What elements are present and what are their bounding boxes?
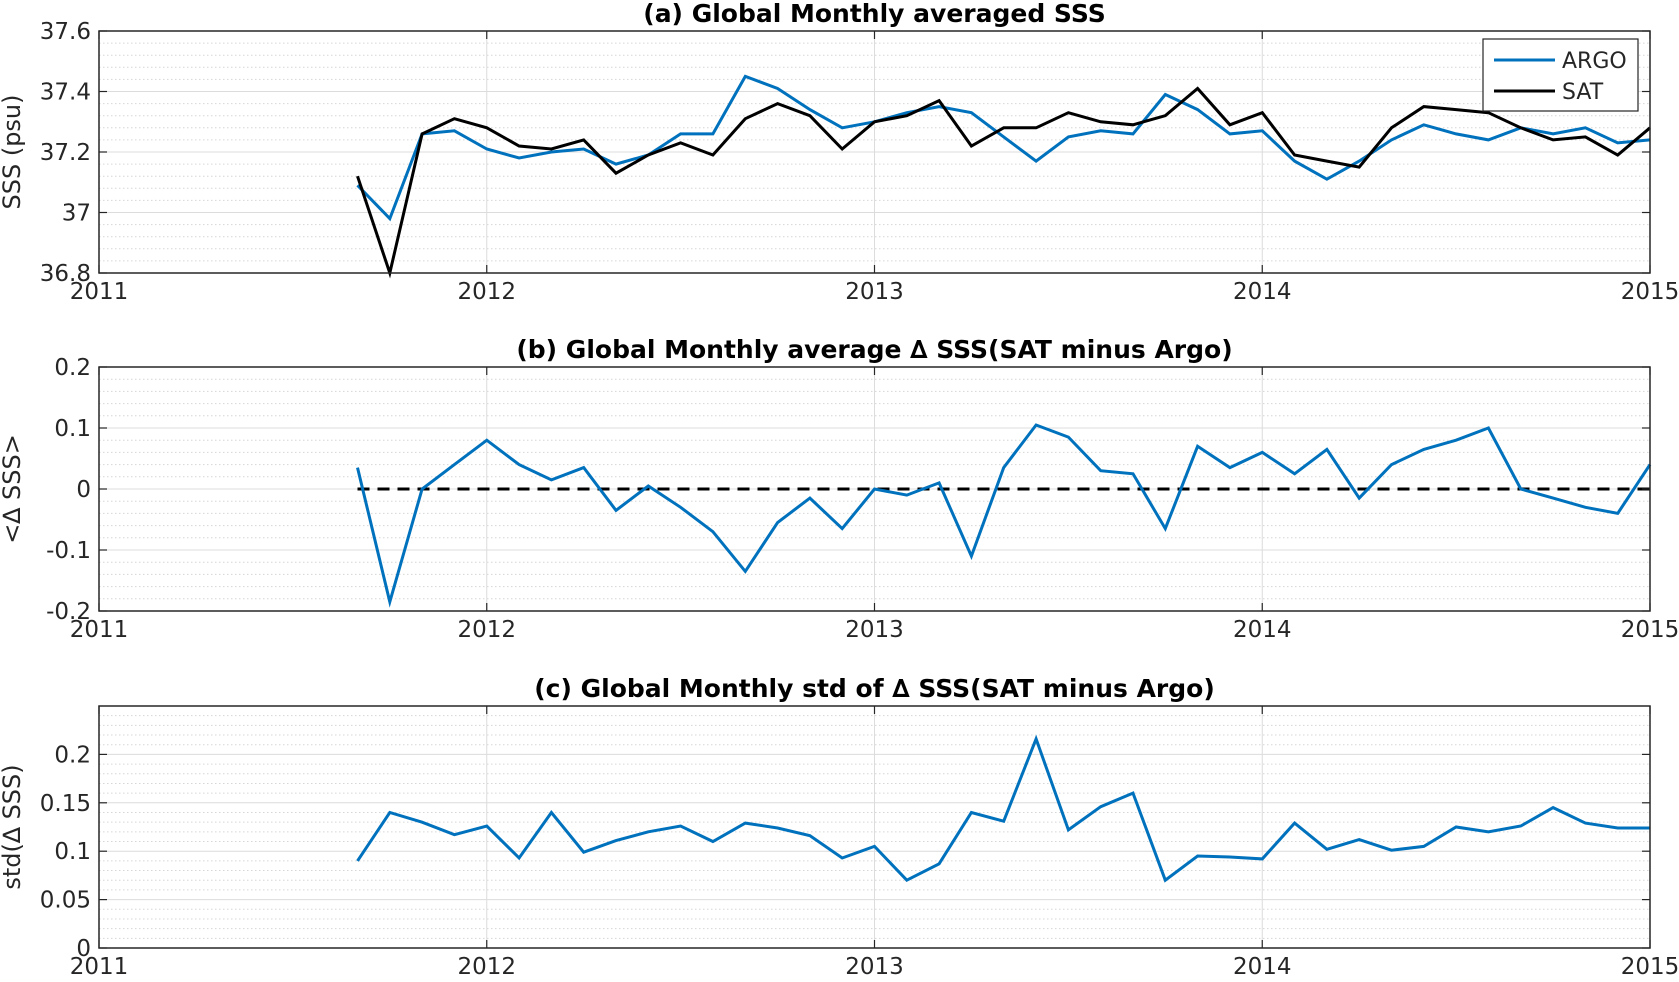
y-tick-label: 37.6 bbox=[40, 19, 91, 45]
y-tick-label: -0.1 bbox=[46, 538, 91, 564]
chart-title: (a) Global Monthly averaged SSS bbox=[643, 0, 1105, 28]
x-tick-label: 2012 bbox=[457, 954, 516, 980]
y-axis-label: std(∆ SSS) bbox=[0, 764, 26, 889]
x-tick-label: 2014 bbox=[1233, 617, 1292, 643]
x-tick-label: 2011 bbox=[70, 954, 129, 980]
chart-panel-1: 2011 2012 2013 2014 2015 -0.2 -0.1 0 0.1 0.2 (b) G… bbox=[0, 335, 1679, 643]
x-tick-label: 2015 bbox=[1621, 279, 1679, 305]
y-tick-label: 36.8 bbox=[40, 261, 91, 287]
legend-box bbox=[1482, 38, 1639, 112]
y-axis-label: <∆ SSS> bbox=[0, 434, 26, 544]
legend-label-argo: ARGO bbox=[1562, 49, 1627, 74]
y-tick-label: 37.2 bbox=[40, 140, 91, 166]
chart-title: (c) Global Monthly std of ∆ SSS(SAT minu… bbox=[534, 674, 1215, 703]
y-tick-label: 0 bbox=[76, 936, 91, 962]
x-tick-label: 2014 bbox=[1233, 279, 1292, 305]
series-line-0 bbox=[356, 734, 1650, 883]
x-tick-label: 2011 bbox=[70, 279, 129, 305]
chart-panel-2: 2011 2012 2013 2014 2015 0 0.05 0.1 0.15 0.2 (c) G… bbox=[0, 674, 1679, 980]
y-tick-label: 0.05 bbox=[40, 888, 91, 914]
x-tick-label: 2015 bbox=[1621, 954, 1679, 980]
series-line-argo bbox=[356, 74, 1651, 222]
y-tick-label: 37.4 bbox=[40, 80, 91, 106]
y-axis-label: SSS (psu) bbox=[0, 94, 26, 209]
x-tick-label: 2011 bbox=[70, 617, 129, 643]
y-tick-label: 0.2 bbox=[54, 355, 91, 381]
y-tick-label: -0.2 bbox=[46, 599, 91, 625]
series-line-0 bbox=[356, 423, 1652, 608]
x-tick-label: 2012 bbox=[457, 279, 516, 305]
y-tick-label: 0.2 bbox=[54, 742, 91, 768]
y-tick-label: 0 bbox=[76, 477, 91, 503]
x-tick-label: 2015 bbox=[1621, 617, 1679, 643]
series-line-sat bbox=[356, 86, 1651, 279]
legend-label-sat: SAT bbox=[1562, 80, 1604, 105]
legend: ARGO SAT bbox=[1482, 38, 1639, 112]
x-tick-label: 2012 bbox=[457, 617, 516, 643]
y-tick-label: 0.1 bbox=[54, 416, 91, 442]
y-tick-label: 0.15 bbox=[40, 791, 91, 817]
chart-panel-0: 2011 2012 2013 2014 2015 36.8 37 37.2 37.4 37.6 (a… bbox=[0, 0, 1679, 305]
y-tick-label: 0.1 bbox=[54, 839, 91, 865]
chart-title: (b) Global Monthly average ∆ SSS(SAT min… bbox=[516, 335, 1232, 364]
x-tick-label: 2013 bbox=[845, 617, 904, 643]
x-tick-label: 2013 bbox=[845, 279, 904, 305]
y-tick-label: 37 bbox=[62, 201, 91, 227]
x-tick-label: 2013 bbox=[845, 954, 904, 980]
x-tick-label: 2014 bbox=[1233, 954, 1292, 980]
